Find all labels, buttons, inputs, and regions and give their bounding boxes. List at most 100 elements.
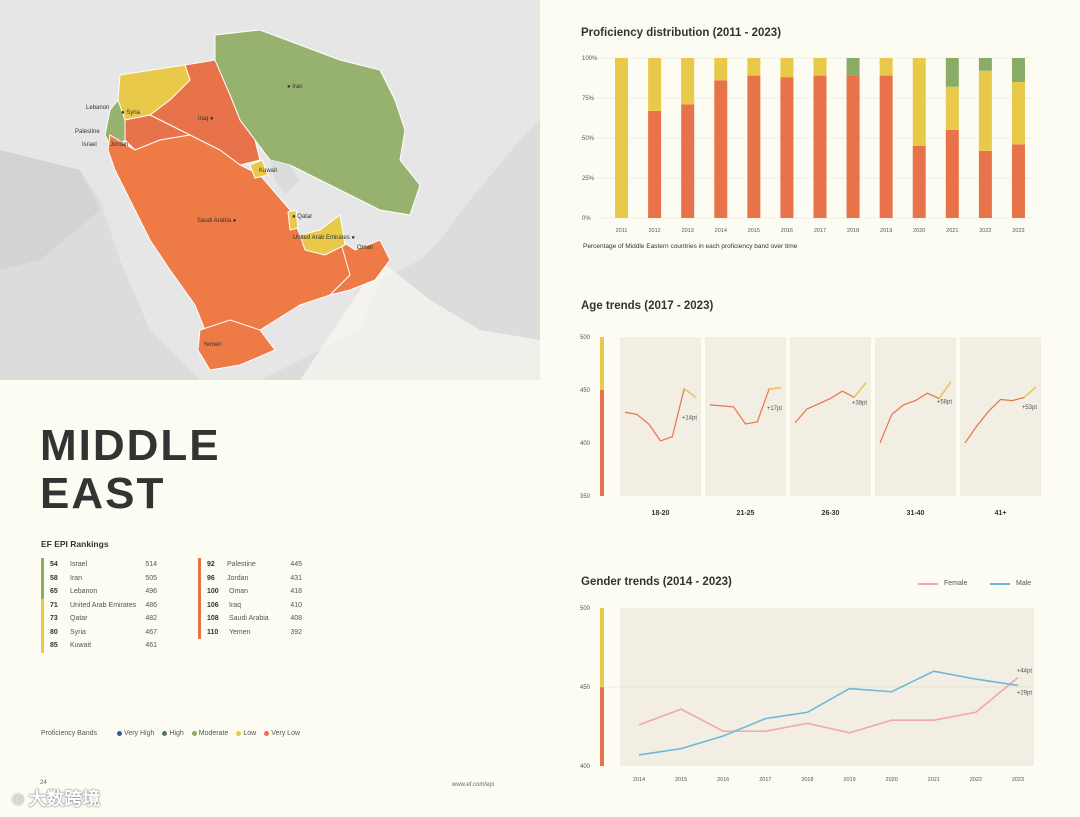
map-label-iraq: Iraq ● <box>198 116 214 122</box>
y-tick-label: 500 <box>580 606 591 612</box>
region-title-line1: MIDDLE <box>40 421 221 470</box>
x-tick-label: 2022 <box>979 228 991 234</box>
ranking-band-bar <box>198 612 201 626</box>
page-number: 24 <box>40 780 47 786</box>
footer-url: www.ef.com/epi <box>452 782 495 788</box>
bar-segment-low <box>978 70 992 151</box>
bar-segment-very_low <box>912 146 926 218</box>
x-tick-label: 2015 <box>675 777 687 783</box>
ranking-country: United Arab Emirates <box>70 601 137 609</box>
watermark-logo-icon: ◎ <box>12 789 25 806</box>
band-strip-low <box>600 337 604 390</box>
age-trend-line-low-band <box>938 381 952 399</box>
x-tick-label: 2023 <box>1012 777 1024 783</box>
x-tick-label: 2023 <box>1012 228 1024 234</box>
ranking-country: Iran <box>70 574 83 582</box>
band-dot-icon <box>264 730 270 736</box>
ranking-country: Iraq <box>229 601 242 609</box>
map-label-uae: United Arab Emirates ● <box>293 235 355 241</box>
ranking-rank: 108 <box>207 615 219 623</box>
ranking-rank: 71 <box>50 601 58 609</box>
band-legend-item: High <box>162 730 184 737</box>
ranking-score: 408 <box>290 615 302 623</box>
ranking-score: 410 <box>290 601 302 609</box>
band-label: Low <box>243 730 257 737</box>
map-label-qatar: ● Qatar <box>292 214 313 220</box>
female-trend-line <box>638 676 1019 734</box>
ranking-score: 514 <box>145 561 157 569</box>
age-change-label: +17pt <box>767 406 783 412</box>
age-trend-line-low-band <box>1023 386 1037 398</box>
ranking-band-bar <box>198 571 201 585</box>
band-label: Very High <box>124 730 155 737</box>
bar-segment-very_low <box>978 150 992 218</box>
gender-legend-female: Female <box>918 580 967 587</box>
y-tick-label: 450 <box>580 685 591 691</box>
ranking-country: Syria <box>70 628 86 636</box>
female-change-label: +29pt <box>1017 691 1033 697</box>
bar-segment-low <box>780 58 794 78</box>
ranking-band-bar <box>198 598 201 612</box>
ranking-country: Palestine <box>227 561 256 569</box>
proficiency-bands-legend: Proficiency Bands Very High High Moderate L… <box>41 730 302 737</box>
age-change-label: +53pt <box>1022 405 1038 411</box>
age-group-label: 31-40 <box>907 510 925 517</box>
ranking-score: 505 <box>145 574 157 582</box>
map-label-syria: ● Syria <box>121 110 140 116</box>
age-change-label: +14pt <box>682 415 698 421</box>
ranking-score: 418 <box>290 588 302 596</box>
bar-segment-moderate <box>1011 58 1025 82</box>
ranking-country: Kuwait <box>70 642 92 650</box>
bar-segment-low <box>813 58 827 76</box>
x-tick-label: 2012 <box>648 228 660 234</box>
map-label-oman: Oman <box>357 245 374 251</box>
ranking-country: Israel <box>70 561 88 569</box>
bar-segment-low <box>1011 82 1025 145</box>
bar-segment-low <box>945 86 959 130</box>
ranking-band-bar <box>198 585 201 599</box>
female-swatch <box>918 582 938 585</box>
ranking-band-bar <box>41 585 44 599</box>
age-change-label: +38pt <box>852 401 868 407</box>
age-trend-line-low-band <box>769 387 782 390</box>
bar-segment-low <box>648 58 662 111</box>
bar-segment-low <box>714 58 728 81</box>
age-group-label: 41+ <box>995 510 1007 517</box>
ranking-band-bar <box>41 612 44 626</box>
male-swatch <box>990 582 1010 585</box>
ranking-band-bar <box>41 625 44 639</box>
age-chart: 350 400 450 500 +14pt 18-20 +17pt 21-25 +38pt 26-… <box>580 335 1041 517</box>
band-dot-icon <box>236 730 242 736</box>
bar-segment-very_low <box>813 75 827 218</box>
x-tick-label: 2018 <box>801 777 813 783</box>
age-group-label: 18-20 <box>652 510 670 517</box>
map-label-kuwait: Kuwait <box>259 168 278 174</box>
male-trend-line <box>638 670 1019 756</box>
rankings-right-column: 92 Palestine 445 96 Jordan 431 100 Oman 418 106 Ir… <box>198 558 302 639</box>
ranking-rank: 85 <box>50 642 58 650</box>
x-tick-label: 2014 <box>715 228 727 234</box>
male-change-label: +44pt <box>1017 668 1033 674</box>
band-dot-icon <box>191 730 197 736</box>
x-tick-label: 2016 <box>717 777 729 783</box>
ranking-row: 58 Iran 505 <box>41 571 157 585</box>
ranking-rank: 73 <box>50 615 58 623</box>
band-dot-icon <box>117 730 123 736</box>
ranking-country: Qatar <box>70 615 88 623</box>
x-tick-label: 2015 <box>748 228 760 234</box>
distribution-chart-title: Proficiency distribution (2011 - 2023) <box>581 27 782 39</box>
ranking-score: 445 <box>290 561 302 569</box>
bar-segment-very_low <box>681 104 695 218</box>
age-group-panel <box>790 337 871 496</box>
male-legend-label: Male <box>1016 580 1032 587</box>
band-label: Very Low <box>271 730 301 737</box>
ranking-country: Saudi Arabia <box>229 615 269 623</box>
ranking-rank: 100 <box>207 588 219 596</box>
bar-segment-very_low <box>879 75 893 218</box>
bar-segment-low <box>615 58 629 218</box>
bar-segment-very_low <box>747 75 761 218</box>
x-tick-label: 2021 <box>946 228 958 234</box>
ranking-band-bar <box>41 639 44 653</box>
ranking-row: 108 Saudi Arabia 408 <box>198 612 302 626</box>
x-tick-label: 2017 <box>759 777 771 783</box>
